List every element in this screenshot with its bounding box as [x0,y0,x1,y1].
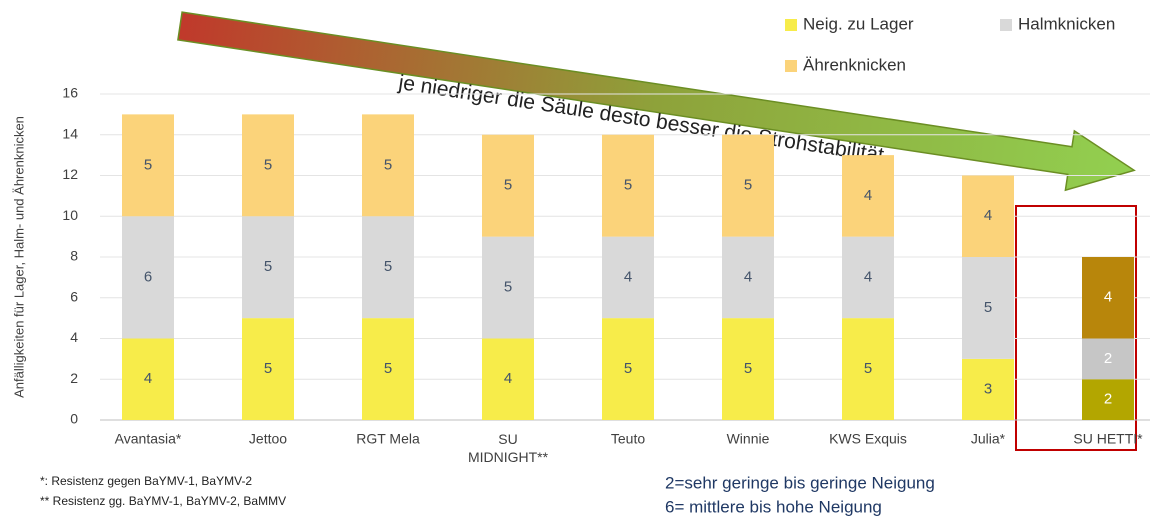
y-tick-label: 6 [70,288,78,304]
x-tick-label: SU HETTI* [1073,431,1143,447]
y-tick-label: 10 [62,207,78,223]
scale-note: 2=sehr geringe bis geringe Neigung [665,473,935,492]
data-label: 5 [504,177,512,194]
data-label: 5 [624,177,632,194]
bar-segment [482,338,534,420]
bar-segment [842,318,894,420]
data-label: 2 [1104,350,1112,367]
data-label: 5 [744,177,752,194]
bar-segment [122,338,174,420]
data-label: 6 [144,268,152,285]
bar-segment [242,114,294,217]
data-label: 5 [504,279,512,296]
bar-segment [122,114,174,217]
y-tick-label: 0 [70,411,78,427]
y-tick-label: 14 [62,125,78,141]
legend-label: Halmknicken [1018,14,1115,33]
data-label: 4 [744,268,752,285]
data-label: 5 [384,258,392,275]
bar-segment [1082,338,1134,380]
bar-segment [962,358,1014,420]
bar-segment [962,257,1014,359]
data-label: 4 [144,370,152,387]
x-tick-label: Julia* [971,431,1006,447]
data-label: 5 [384,360,392,377]
data-label: 4 [504,370,512,387]
x-tick-label: RGT Mela [356,431,420,447]
data-label: 5 [624,360,632,377]
x-tick-label: KWS Exquis [829,431,907,447]
bar-segment [962,175,1014,257]
data-label: 5 [264,360,272,377]
y-axis-label: Anfälligkeiten für Lager, Halm- und Ähre… [11,116,26,398]
bar-segment [722,134,774,237]
data-label: 5 [984,299,992,316]
data-label: 5 [264,156,272,173]
legend-swatch [1000,19,1012,31]
arrow-shape [177,11,1136,192]
data-label: 5 [264,258,272,275]
bar-segment [122,216,174,339]
data-label: 5 [144,156,152,173]
legend-label: Neig. zu Lager [803,14,914,33]
y-tick-label: 2 [70,370,78,386]
bar-segment [482,236,534,339]
footnote: ** Resistenz gg. BaYMV-1, BaYMV-2, BaMMV [40,494,286,508]
x-tick-label: Winnie [727,431,770,447]
bar-segment [362,114,414,217]
x-tick-label: Jettoo [249,431,287,447]
bar-segment [1082,379,1134,420]
bar-segment [842,236,894,319]
x-tick-label: Teuto [611,431,645,447]
data-label: 3 [984,380,992,397]
data-label: 4 [864,187,872,204]
y-tick-label: 16 [62,85,78,101]
scale-note: 6= mittlere bis hohe Neigung [665,497,882,516]
data-label: 5 [864,360,872,377]
bar-segment [242,216,294,319]
y-tick-label: 4 [70,329,78,345]
bar-segment [602,318,654,420]
bar-segment [722,318,774,420]
legend-swatch [785,19,797,31]
legend-label: Ährenknicken [803,55,906,74]
data-label: 4 [864,268,872,285]
bar-segment [602,236,654,319]
bar-segment [602,134,654,237]
highlight-box [1015,205,1137,451]
data-label: 4 [624,268,632,285]
data-label: 4 [984,207,992,224]
footnote: *: Resistenz gegen BaYMV-1, BaYMV-2 [40,474,252,488]
y-tick-label: 12 [62,166,78,182]
trend-arrow: je niedriger die Säule desto besser die … [177,11,1136,192]
bar-segment [1082,257,1134,339]
bar-segment [362,318,414,420]
y-tick-label: 8 [70,248,78,264]
x-tick-label: SU MIDNIGHT** [468,431,549,465]
data-label: 5 [744,360,752,377]
legend-swatch [785,60,797,72]
x-tick-label: Avantasia* [115,431,182,447]
data-label: 5 [384,156,392,173]
bar-segment [242,318,294,420]
bar-segment [722,236,774,319]
data-label: 4 [1104,289,1112,306]
bar-segment [842,155,894,237]
bar-segment [362,216,414,319]
data-label: 2 [1104,391,1112,408]
bar-segment [482,134,534,237]
